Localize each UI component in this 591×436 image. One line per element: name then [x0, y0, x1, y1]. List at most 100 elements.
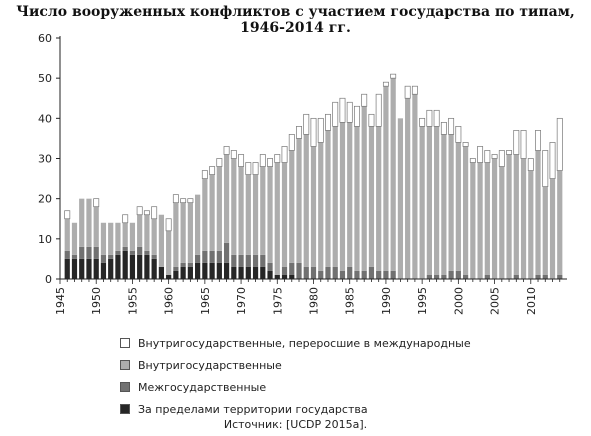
- bar-segment-internationalized: [209, 166, 216, 175]
- bar-segment-intrastate: [231, 158, 237, 255]
- bar-segment-interstate: [151, 254, 157, 259]
- bar-segment-intrastate: [260, 166, 266, 255]
- bar-segment-internationalized: [165, 218, 172, 232]
- bar-segment-internationalized: [535, 130, 541, 151]
- bar-segment-interstate: [347, 266, 353, 279]
- bar-segment-intrastate: [267, 166, 273, 263]
- bar-segment-intrastate: [158, 214, 165, 267]
- legend-swatch-interstate: [120, 382, 130, 392]
- x-tick-label: 1945: [54, 287, 67, 315]
- bar-segment-extrasystemic: [151, 258, 157, 279]
- bar-segment-intrastate: [166, 230, 172, 275]
- bar-segment-extrasystemic: [122, 250, 128, 279]
- bar-segment-intrastate: [397, 118, 404, 279]
- bar-segment-extrasystemic: [231, 266, 237, 279]
- bar-segment-internationalized: [223, 146, 230, 155]
- bar-segment-internationalized: [426, 109, 433, 127]
- bar-segment-intrastate: [318, 142, 324, 271]
- bar-segment-internationalized: [339, 97, 346, 123]
- bar-segment-interstate: [252, 254, 259, 267]
- legend-item-internationalized: Внутригосударственные, переросшие в межд…: [120, 332, 471, 354]
- bar-segment-interstate: [260, 254, 266, 267]
- bar-segment-internationalized: [259, 154, 266, 167]
- bar-segment-extrasystemic: [274, 274, 280, 279]
- bar-segment-intrastate: [549, 178, 556, 279]
- bar-segment-internationalized: [317, 117, 324, 143]
- legend-item-intrastate: Внутригосударственные: [120, 354, 471, 376]
- source-note: Источник: [UCDP 2015a].: [223, 418, 368, 431]
- bar-segment-interstate: [339, 270, 346, 279]
- bar-segment-intrastate: [173, 202, 179, 267]
- bar-segment-internationalized: [433, 109, 440, 127]
- bar-segment-interstate: [238, 254, 244, 267]
- bar-segment-intrastate: [144, 214, 150, 251]
- bar-segment-extrasystemic: [115, 254, 121, 279]
- legend-swatch-intrastate: [120, 360, 130, 370]
- bar-segment-intrastate: [535, 150, 541, 275]
- y-tick-label: 40: [38, 112, 52, 125]
- bar-segment-intrastate: [513, 154, 519, 275]
- bar-segment-intrastate: [325, 130, 331, 267]
- bar-segment-interstate: [441, 274, 447, 279]
- x-tick-label: 1970: [235, 287, 248, 315]
- bar-segment-intrastate: [64, 218, 70, 251]
- bar-segment-interstate: [281, 266, 288, 275]
- bar-segment-interstate: [245, 254, 251, 267]
- bar-segment-interstate: [144, 250, 150, 255]
- bar-segment-internationalized: [122, 214, 129, 224]
- bar-segment-extrasystemic: [158, 266, 165, 279]
- bar-segment-extrasystemic: [216, 262, 222, 279]
- bar-segment-intrastate: [528, 170, 534, 279]
- bar-segment-extrasystemic: [187, 266, 193, 279]
- bar-segment-extrasystemic: [79, 258, 85, 279]
- bar-segment-extrasystemic: [252, 266, 259, 279]
- bar-segment-internationalized: [245, 162, 252, 175]
- y-tick-label: 10: [38, 233, 52, 246]
- bar-segment-internationalized: [513, 130, 520, 155]
- bar-segment-internationalized: [491, 154, 498, 159]
- bar-segment-interstate: [383, 270, 389, 279]
- bar-segment-intrastate: [383, 86, 389, 271]
- bar-segment-extrasystemic: [180, 266, 186, 279]
- bar-segment-internationalized: [411, 85, 418, 95]
- bar-segment-internationalized: [281, 146, 288, 163]
- bar-segment-intrastate: [477, 162, 483, 279]
- bar-segment-internationalized: [187, 198, 194, 204]
- bar-segment-interstate: [325, 266, 331, 279]
- bar-segment-intrastate: [289, 150, 295, 263]
- bar-segment-extrasystemic: [209, 262, 215, 279]
- bar-segment-internationalized: [368, 113, 375, 127]
- bar-segment-internationalized: [288, 134, 295, 151]
- bar-segment-interstate: [557, 274, 563, 279]
- x-tick-label: 1955: [126, 287, 139, 315]
- legend: Внутригосударственные, переросшие в межд…: [120, 332, 471, 420]
- bar-segment-intrastate: [434, 126, 440, 275]
- bar-segment-intrastate: [390, 78, 396, 271]
- bar-segment-extrasystemic: [238, 266, 244, 279]
- bar-segment-interstate: [64, 250, 70, 259]
- y-tick-label: 30: [38, 153, 52, 166]
- legend-item-extrasystemic: За пределами территории государства: [120, 398, 471, 420]
- bar-segment-extrasystemic: [223, 262, 230, 279]
- bar-segment-intrastate: [426, 126, 432, 275]
- x-tick-label: 2000: [452, 287, 465, 315]
- bar-segment-interstate: [180, 262, 186, 267]
- bar-segment-extrasystemic: [64, 258, 70, 279]
- bar-segment-internationalized: [484, 150, 491, 163]
- bar-segment-extrasystemic: [267, 270, 273, 279]
- bar-segment-interstate: [462, 274, 469, 279]
- bar-segment-interstate: [310, 266, 317, 279]
- bar-segment-interstate: [296, 262, 302, 279]
- bar-segment-intrastate: [180, 202, 186, 263]
- bar-segment-extrasystemic: [129, 254, 136, 279]
- bar-segment-intrastate: [455, 142, 461, 271]
- bar-segment-interstate: [448, 270, 454, 279]
- bar-segment-internationalized: [556, 117, 563, 171]
- bar-segment-internationalized: [93, 198, 100, 208]
- bar-segment-extrasystemic: [195, 262, 201, 279]
- bar-segment-interstate: [434, 274, 440, 279]
- bar-segment-internationalized: [64, 210, 71, 220]
- bar-segment-internationalized: [346, 101, 353, 123]
- bar-segment-internationalized: [462, 142, 469, 147]
